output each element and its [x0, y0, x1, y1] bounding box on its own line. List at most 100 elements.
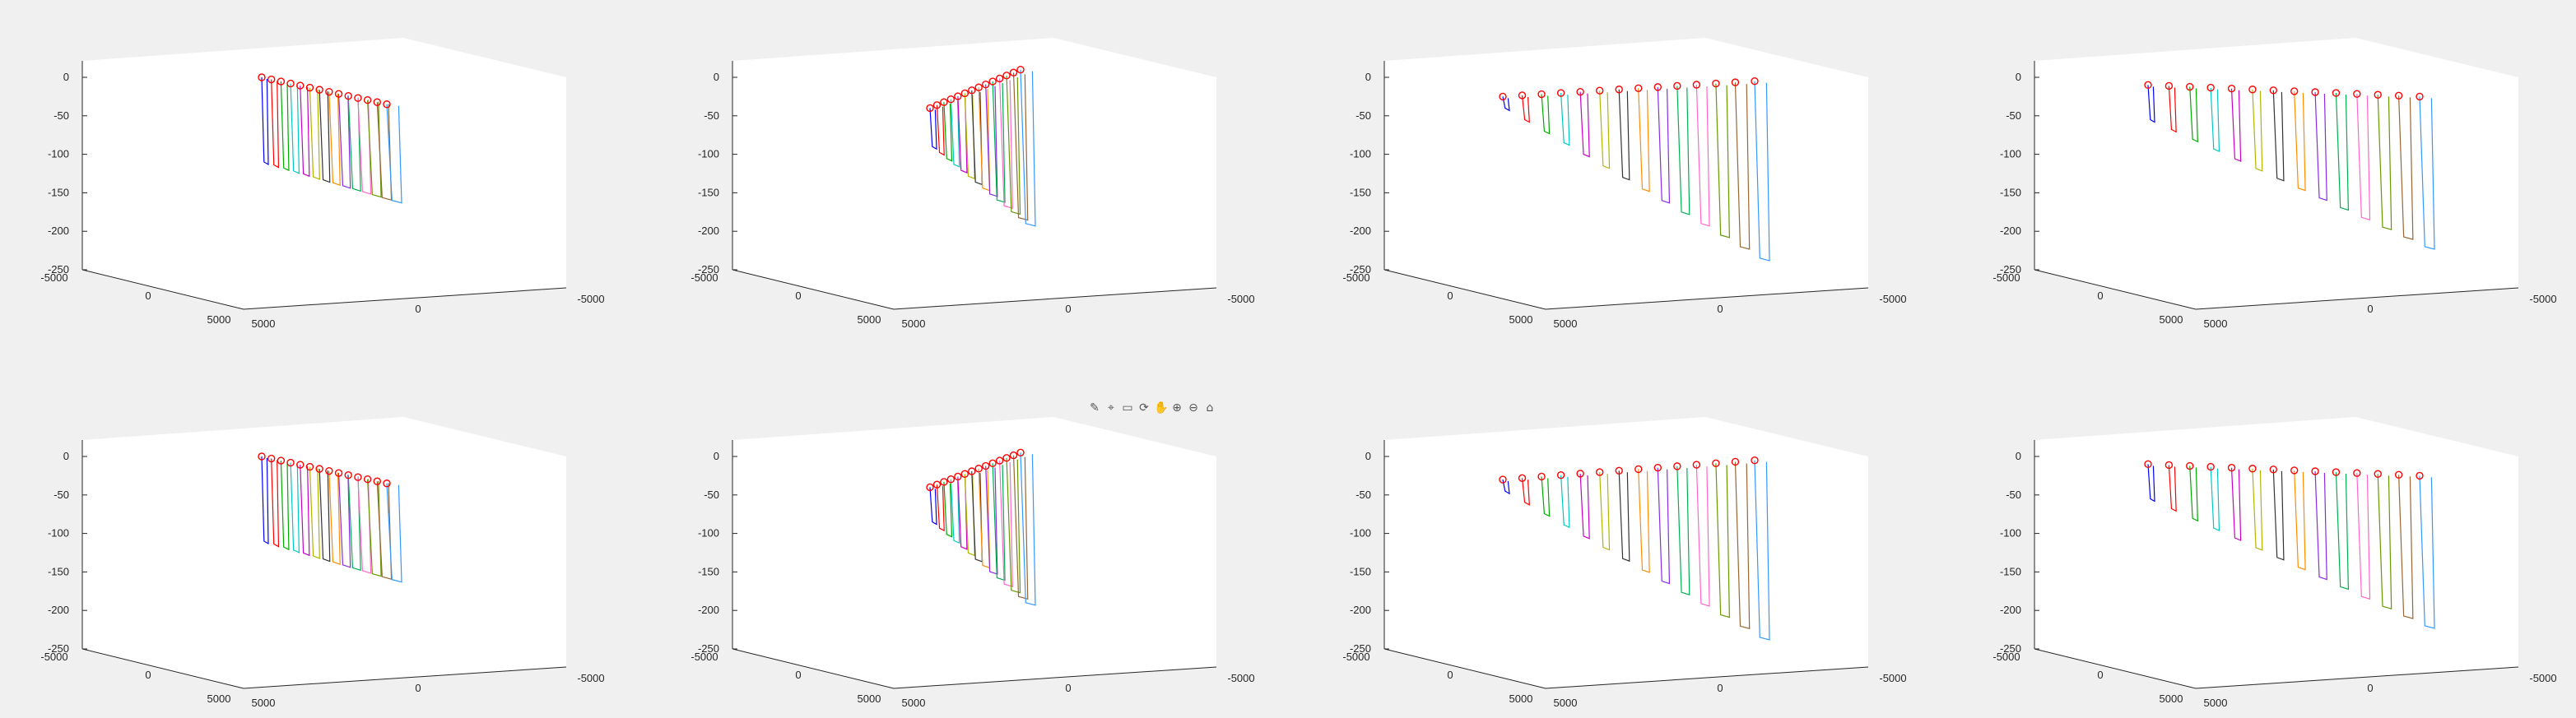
z-tick-label: -200	[48, 225, 69, 237]
y-axis-line	[1545, 666, 1869, 689]
x-axis-line	[732, 648, 895, 689]
marker-point	[954, 92, 962, 100]
trajectory-line	[1560, 93, 1570, 146]
trajectory-line	[328, 91, 341, 187]
zoom-in-icon[interactable]: ⊕	[1172, 401, 1182, 415]
marker-point	[1595, 468, 1604, 476]
z-tick-label: -150	[48, 186, 69, 198]
marker-point	[2164, 81, 2174, 90]
trajectory-line	[300, 465, 310, 557]
marker-point	[1712, 79, 1720, 88]
trajectory-line	[2210, 466, 2220, 532]
x-axis-line	[732, 269, 895, 310]
y-tick-label: 5000	[902, 317, 926, 330]
x-tick-label: 5000	[2160, 693, 2183, 705]
restore-view-icon[interactable]: ▭	[1122, 401, 1133, 415]
z-tick-label: -250	[48, 263, 69, 276]
marker-point	[1673, 462, 1681, 470]
marker-point	[2206, 83, 2215, 92]
x-tick-label: 0	[145, 290, 151, 302]
marker-point	[1499, 92, 1507, 101]
marker-point	[1731, 78, 1740, 86]
zoom-out-icon[interactable]: ⊖	[1188, 401, 1198, 415]
trajectory-line	[261, 76, 269, 166]
trajectory-line	[2230, 467, 2242, 541]
marker-point	[305, 83, 314, 92]
trajectory-line	[929, 487, 937, 526]
trajectory-line	[1695, 465, 1710, 607]
x-tick-label: 5000	[858, 693, 881, 705]
marker-point	[334, 469, 343, 477]
z-tick-label: -200	[1350, 225, 1371, 237]
x-tick-label: 0	[145, 669, 151, 681]
trajectory-line	[1618, 470, 1630, 563]
marker-point	[960, 89, 969, 98]
marker-point	[974, 465, 983, 473]
z-tick-label: -100	[2000, 527, 2021, 540]
x-axis-line	[81, 648, 244, 689]
marker-point	[2269, 86, 2278, 95]
marker-point	[277, 456, 286, 465]
z-tick-label: -150	[48, 565, 69, 577]
marker-point	[267, 454, 276, 463]
home-icon[interactable]: ⌂	[1206, 401, 1214, 415]
marker-point	[932, 101, 942, 109]
axes-toolbar: ✎ ⌖ ▭ ⟳ ✋ ⊕ ⊖ ⌂	[1088, 400, 1220, 416]
trajectory-line	[1715, 83, 1730, 239]
trajectory-line	[978, 87, 991, 192]
trajectory-line	[376, 102, 393, 201]
rotate-icon[interactable]: ⟳	[1139, 401, 1149, 415]
trajectory-line	[300, 86, 310, 178]
z-tick-label: -250	[698, 642, 719, 655]
z-tick-label: -50	[1355, 109, 1371, 122]
marker-point	[2206, 462, 2215, 471]
z-tick-label: 0	[63, 450, 69, 462]
marker-point	[995, 74, 1004, 83]
trajectory-line	[2314, 91, 2327, 202]
trajectory-line	[280, 461, 290, 551]
trajectory-line	[290, 83, 300, 174]
marker-point	[2353, 90, 2361, 98]
y-tick-label: -5000	[1879, 672, 1906, 684]
trajectory-line	[2168, 86, 2177, 133]
trajectory-line	[1012, 72, 1029, 221]
x-axis-line	[2034, 269, 2197, 310]
marker-point	[2227, 463, 2236, 472]
brush-icon[interactable]: ✎	[1090, 401, 1100, 415]
marker-point	[1653, 463, 1662, 472]
z-tick-label: -150	[2000, 565, 2021, 577]
y-axis-line	[2195, 287, 2519, 310]
datatip-icon[interactable]: ⌖	[1108, 401, 1114, 415]
x-tick-label: -5000	[690, 651, 718, 663]
marker-point	[354, 473, 362, 481]
trajectory-line	[2252, 89, 2263, 172]
trajectory-line	[2377, 474, 2392, 609]
marker-point	[1673, 81, 1681, 90]
marker-point	[2290, 466, 2299, 475]
x-tick-label: -5000	[690, 271, 718, 284]
trajectory-line	[1734, 82, 1751, 250]
y-tick-label: 5000	[252, 697, 276, 709]
trajectory-line	[985, 466, 998, 575]
marker-point	[2248, 86, 2257, 94]
trajectory-line	[985, 84, 998, 197]
trajectory-line	[1502, 96, 1510, 112]
marker-point	[344, 470, 352, 479]
y-axis-line	[893, 287, 1217, 310]
z-tick-label: -50	[1355, 489, 1371, 501]
y-tick-label: -5000	[577, 672, 604, 684]
marker-point	[946, 475, 956, 484]
trajectory-line	[280, 81, 290, 172]
pan-icon[interactable]: ✋	[1154, 401, 1169, 415]
y-tick-label: -5000	[2529, 293, 2556, 305]
x-axis-line	[1383, 269, 1546, 310]
axes-background	[1384, 417, 1868, 688]
z-tick-label: 0	[63, 71, 69, 83]
trajectory-line	[290, 462, 300, 554]
marker-point	[354, 94, 362, 102]
trajectory-line	[376, 481, 393, 580]
z-tick-label: -200	[698, 604, 719, 616]
